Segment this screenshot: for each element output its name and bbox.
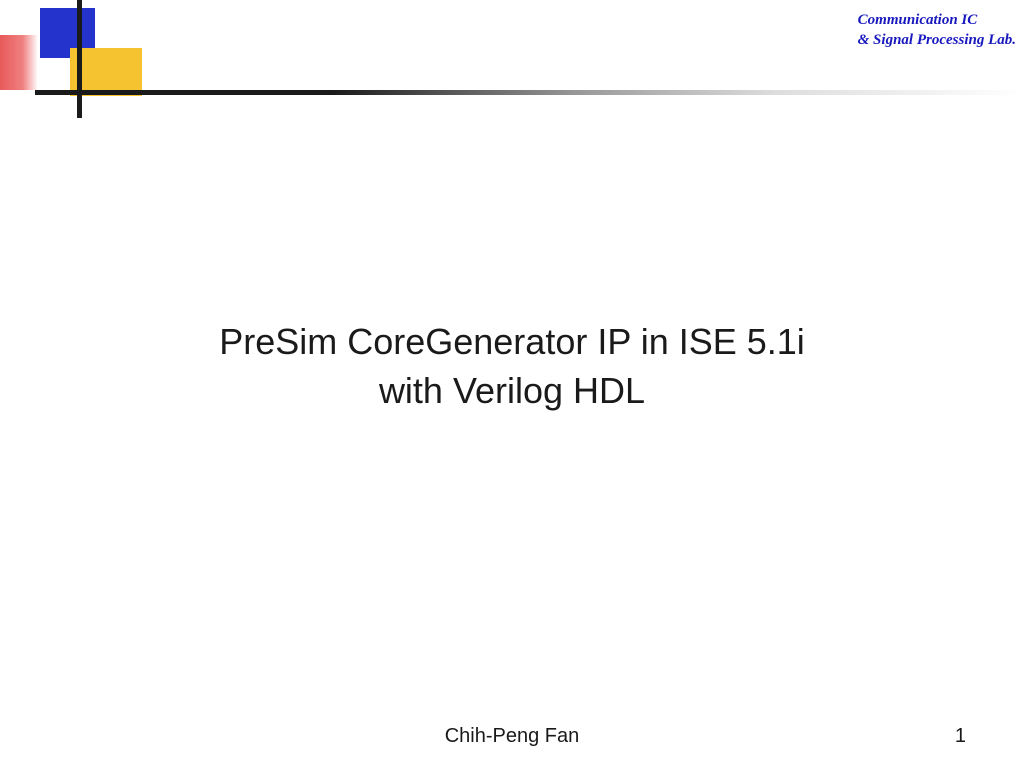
lab-name-line2: & Signal Processing Lab. (858, 30, 1016, 50)
footer-page-number: 1 (955, 725, 966, 748)
logo-red-block (0, 35, 38, 90)
lab-name-header: Communication IC & Signal Processing Lab… (858, 10, 1016, 51)
horizontal-rule (35, 90, 1024, 95)
title-line2: with Verilog HDL (0, 367, 1024, 416)
vertical-rule (77, 0, 82, 118)
title-line1: PreSim CoreGenerator IP in ISE 5.1i (0, 318, 1024, 367)
slide-title: PreSim CoreGenerator IP in ISE 5.1i with… (0, 318, 1024, 415)
footer-author: Chih-Peng Fan (0, 725, 1024, 748)
lab-name-line1: Communication IC (858, 10, 1016, 30)
